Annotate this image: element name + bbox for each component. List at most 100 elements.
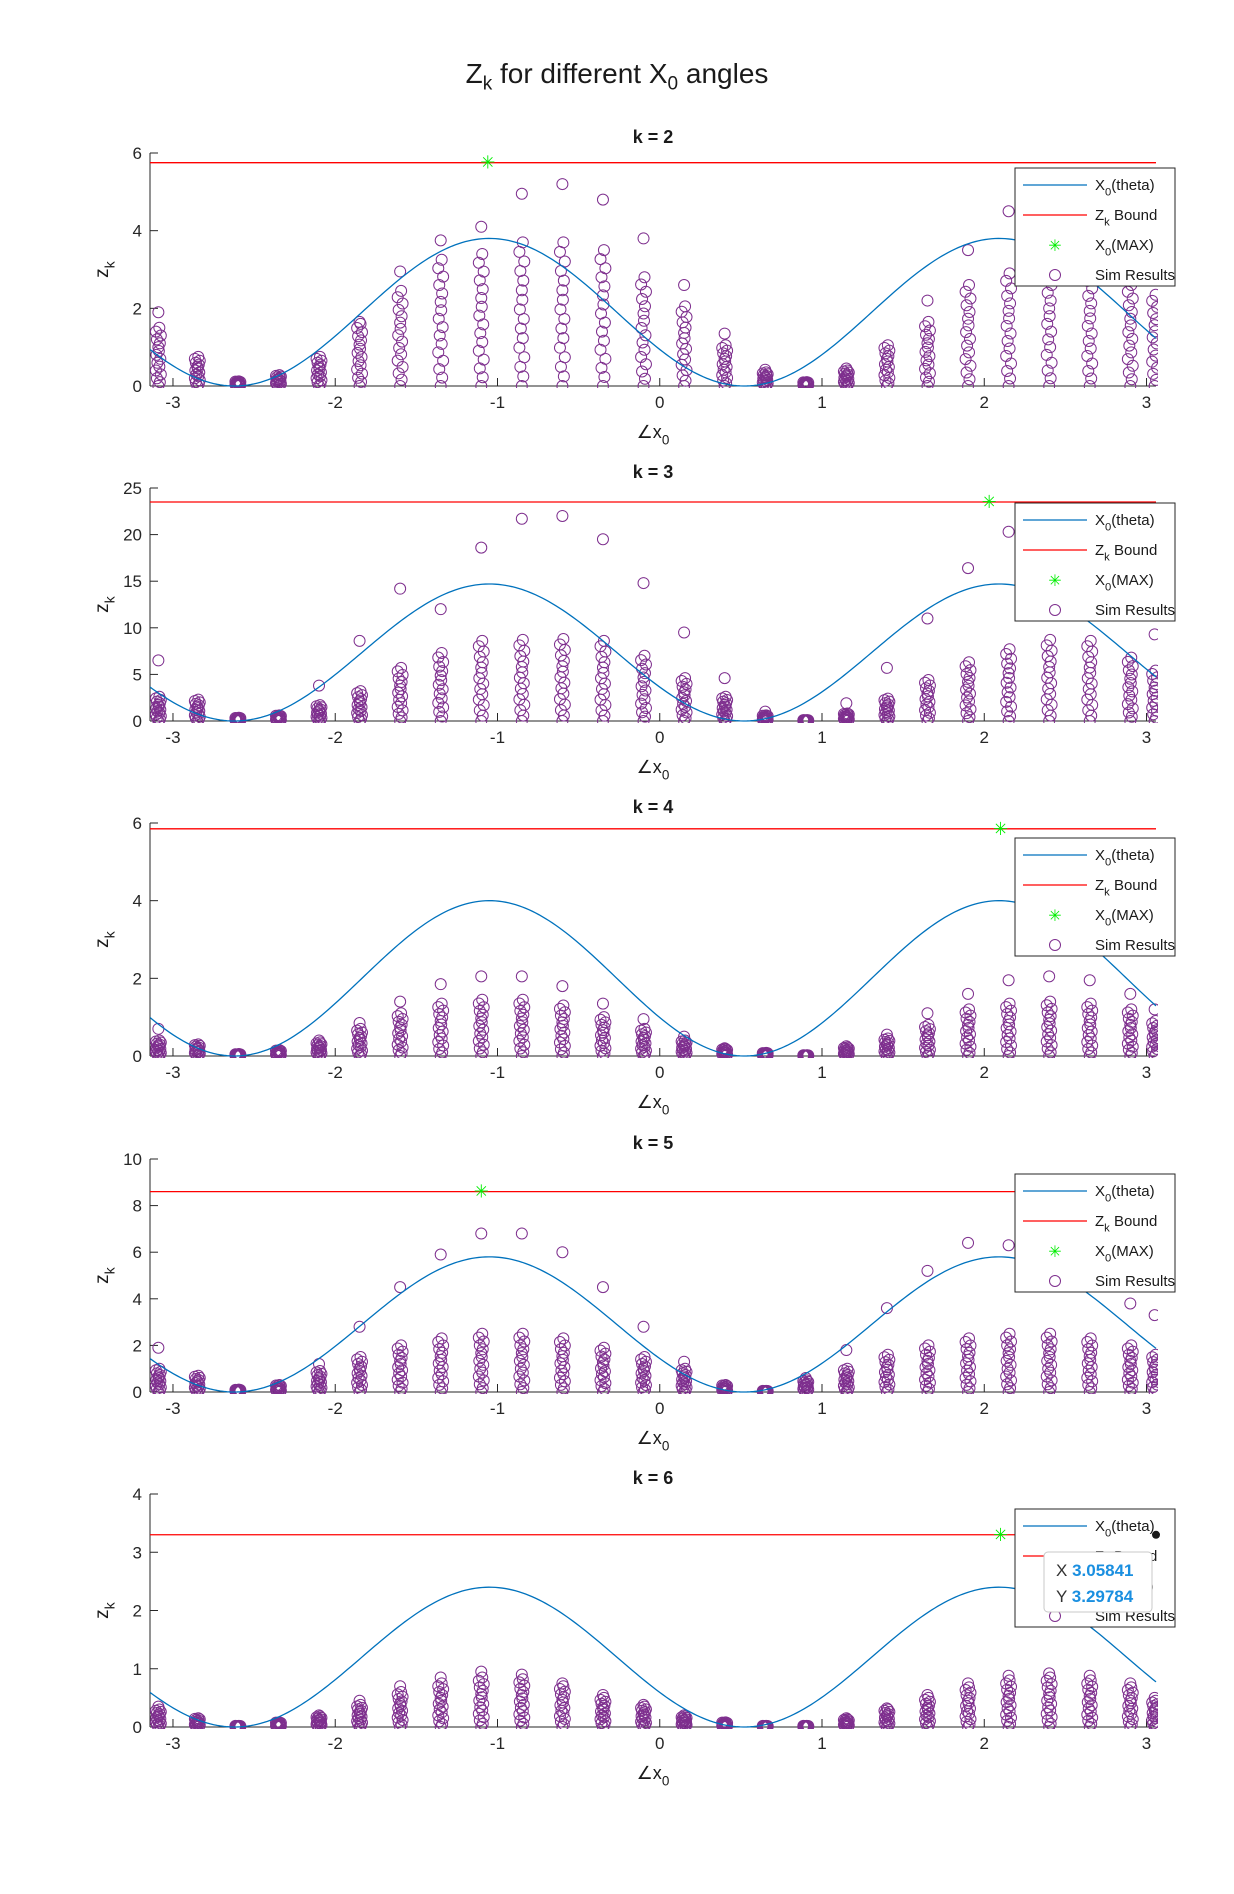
legend-label: Sim Results	[1095, 602, 1175, 619]
sim-result-point	[596, 1688, 609, 1701]
sim-result-point	[838, 1043, 851, 1056]
sim-result-point	[432, 651, 445, 664]
sim-result-point	[637, 1698, 650, 1711]
sim-result-point	[270, 709, 283, 722]
legend-star-swatch: ✳	[1048, 908, 1061, 925]
sim-result-point	[800, 376, 813, 388]
sim-result-point	[436, 683, 449, 696]
sim-result-point	[1044, 341, 1057, 354]
sim-result-point	[639, 684, 652, 697]
sim-result-point	[1148, 628, 1158, 641]
sim-result-point	[1146, 1376, 1158, 1389]
sim-result-point	[351, 1376, 364, 1389]
x-tick-label: 0	[655, 1063, 664, 1082]
sim-result-point	[432, 1357, 445, 1370]
legend-label: X0(MAX)	[1095, 237, 1154, 258]
subplot-title: k = 3	[633, 462, 674, 482]
sim-result-point	[960, 707, 973, 720]
sim-result-point	[882, 1368, 895, 1381]
y-axis-label: zk	[92, 595, 119, 613]
sim-result-point	[1147, 1381, 1158, 1394]
sim-result-point	[719, 690, 732, 703]
x-tick-label: 0	[655, 728, 664, 747]
sim-result-point	[842, 708, 855, 721]
sim-result-point	[553, 1002, 566, 1015]
sim-result-point	[274, 1044, 287, 1057]
sim-result-point	[638, 1383, 651, 1394]
y-axis-label: zk	[92, 1266, 119, 1284]
sim-result-point	[1149, 288, 1158, 301]
sim-result-point	[394, 322, 407, 335]
sim-result-point	[800, 1719, 813, 1729]
sim-result-point	[1146, 701, 1158, 714]
sim-result-point	[595, 1368, 608, 1381]
sim-result-point	[556, 1677, 569, 1690]
legend: X0(theta) Zk Bound ✳ X0(MAX) Sim Results	[1014, 167, 1176, 287]
sim-result-point	[920, 1348, 933, 1361]
sim-result-point	[596, 1356, 609, 1369]
legend-circle-swatch	[1049, 604, 1061, 616]
sim-result-point	[515, 512, 528, 525]
sim-result-point	[435, 1332, 448, 1345]
legend-label: X0(theta)	[1095, 847, 1155, 868]
sim-result-point	[800, 1049, 813, 1058]
sim-result-point	[963, 373, 976, 386]
sim-result-point	[556, 1246, 569, 1259]
sim-result-point	[435, 1706, 448, 1719]
sim-result-point	[351, 363, 364, 376]
sim-result-point	[1150, 691, 1158, 704]
sim-result-point	[433, 705, 446, 718]
sim-result-point	[878, 1366, 891, 1379]
y-tick-label: 20	[123, 526, 142, 545]
sim-result-point	[1044, 372, 1057, 385]
sim-result-point	[1043, 1691, 1056, 1704]
y-tick-label: 0	[133, 1383, 142, 1402]
x-tick-label: -2	[328, 393, 343, 412]
sim-result-point	[434, 1691, 447, 1704]
legend-label: Sim Results	[1095, 1273, 1175, 1290]
sim-result-point	[436, 1011, 449, 1024]
sim-result-point	[679, 672, 692, 685]
sim-result-point	[1124, 987, 1137, 1000]
legend-circle-swatch	[1049, 939, 1061, 951]
sim-result-point	[395, 1695, 408, 1708]
sim-result-point	[880, 1028, 893, 1041]
sim-result-point	[1000, 1022, 1013, 1035]
sim-result-point	[356, 1701, 369, 1714]
sim-result-point	[557, 999, 570, 1012]
figure-title-part: Z	[465, 58, 483, 89]
sim-result-point	[637, 577, 650, 590]
sim-result-point	[879, 1371, 892, 1384]
sim-result-point	[598, 1031, 611, 1044]
sim-result-point	[516, 993, 529, 1006]
y-tick-label: 2	[133, 969, 142, 988]
theta-curve	[150, 237, 1157, 387]
sim-result-point	[435, 997, 448, 1010]
sim-result-point	[516, 293, 529, 306]
y-tick-label: 6	[133, 144, 142, 163]
sim-result-point	[1001, 1702, 1014, 1715]
sim-result-point	[840, 1712, 853, 1725]
sim-result-point	[313, 1710, 326, 1723]
sim-result-point	[597, 1371, 610, 1384]
sim-result-point	[152, 1341, 165, 1354]
sim-result-point	[595, 1380, 608, 1393]
subplot-1: k = 2 -3 -2 -1 0 1 2 3 0 2 4 6 ∠x0 zk ✳ X0(theta) Zk Bou…	[92, 127, 1176, 447]
sim-result-point	[716, 341, 729, 354]
y-tick-label: 1	[133, 1660, 142, 1679]
sim-result-point	[1125, 1034, 1138, 1047]
sim-result-point	[514, 1362, 527, 1375]
sim-result-point	[315, 1038, 328, 1051]
sim-result-point	[433, 363, 446, 376]
sim-result-point	[638, 649, 651, 662]
sim-result-point	[1004, 1382, 1017, 1394]
sim-result-point	[960, 668, 973, 681]
sim-result-point	[476, 634, 489, 647]
sim-result-point	[1123, 339, 1136, 352]
sim-result-point	[229, 1048, 242, 1058]
sim-result-point	[395, 676, 408, 689]
sim-result-point	[436, 1700, 449, 1713]
sim-result-point	[355, 334, 368, 347]
sim-result-point	[635, 1710, 648, 1723]
sim-result-point	[923, 350, 936, 363]
